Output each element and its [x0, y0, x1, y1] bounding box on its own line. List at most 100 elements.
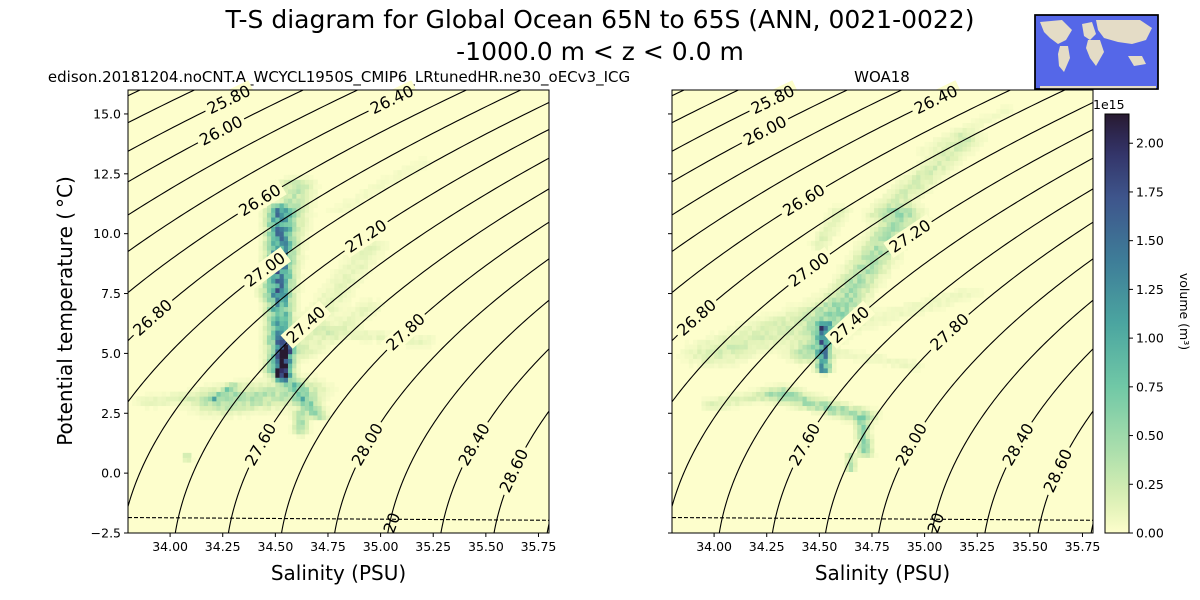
heatmap-cell	[321, 410, 327, 416]
heatmap-cell	[815, 391, 820, 397]
heatmap-cell	[823, 401, 829, 407]
heatmap-cell	[848, 254, 854, 260]
heatmap-cell	[714, 339, 719, 345]
heatmap-cell	[857, 325, 862, 331]
heatmap-cell	[848, 292, 854, 298]
heatmap-cell	[1008, 104, 1014, 110]
heatmap-cell	[730, 335, 736, 341]
heatmap-cell	[966, 151, 972, 157]
heatmap-cell	[924, 179, 930, 185]
heatmap-cell	[275, 273, 280, 279]
heatmap-cell	[853, 283, 858, 289]
heatmap-cell	[266, 377, 272, 383]
heatmap-cell	[869, 273, 875, 279]
heatmap-cell	[903, 306, 909, 312]
heatmap-cell	[777, 349, 782, 355]
heatmap-cell	[869, 424, 875, 430]
heatmap-cell	[296, 292, 301, 298]
heatmap-cell	[975, 137, 980, 143]
heatmap-cell	[325, 316, 331, 322]
heatmap-cell	[718, 401, 723, 407]
heatmap-cell	[865, 434, 871, 440]
heatmap-cell	[342, 198, 348, 204]
heatmap-cell	[899, 174, 904, 180]
heatmap-cell	[751, 339, 757, 345]
heatmap-cell	[911, 184, 917, 190]
heatmap-cell	[258, 405, 264, 411]
heatmap-cell	[920, 302, 925, 308]
heatmap-cell	[962, 122, 967, 128]
heatmap-cell	[701, 344, 706, 350]
heatmap-cell	[296, 207, 301, 213]
heatmap-cell	[735, 330, 740, 336]
heatmap-cell	[798, 339, 803, 345]
heatmap-cell	[781, 320, 786, 326]
heatmap-cell	[292, 292, 297, 298]
heatmap-cell	[836, 349, 841, 355]
heatmap-cell	[275, 212, 280, 218]
heatmap-cell	[262, 231, 268, 237]
heatmap-cell	[798, 353, 803, 359]
heatmap-cell	[275, 240, 280, 246]
heatmap-cell	[802, 335, 808, 341]
heatmap-cell	[275, 405, 280, 411]
heatmap-cell	[709, 339, 715, 345]
heatmap-cell	[878, 221, 883, 227]
heatmap-cell	[798, 302, 803, 308]
heatmap-cell	[899, 203, 904, 209]
x-tick-label: 34.00	[696, 539, 732, 554]
heatmap-cell	[380, 174, 386, 180]
heatmap-cell	[384, 330, 390, 336]
heatmap-cell	[709, 363, 715, 369]
heatmap-cell	[330, 391, 335, 397]
heatmap-cell	[325, 410, 331, 416]
heatmap-cell	[730, 405, 736, 411]
heatmap-cell	[1004, 113, 1010, 119]
heatmap-cell	[886, 207, 892, 213]
heatmap-cell	[798, 320, 803, 326]
heatmap-cell	[861, 236, 866, 242]
heatmap-cell	[810, 335, 816, 341]
y-tick-label: 15.0	[93, 106, 121, 121]
heatmap-cell	[802, 391, 808, 397]
heatmap-cell	[756, 386, 761, 392]
heatmap-cell	[334, 320, 339, 326]
heatmap-cell	[705, 339, 711, 345]
heatmap-cell	[292, 382, 297, 388]
heatmap-cell	[355, 259, 360, 265]
heatmap-cell	[313, 297, 318, 303]
heatmap-cell	[874, 415, 879, 421]
heatmap-cell	[199, 415, 205, 421]
heatmap-cell	[882, 358, 888, 364]
heatmap-cell	[823, 240, 829, 246]
heatmap-cell	[970, 151, 976, 157]
heatmap-cell	[781, 396, 786, 402]
heatmap-cell	[275, 231, 280, 237]
heatmap-cell	[886, 358, 892, 364]
heatmap-cell	[262, 250, 268, 256]
heatmap-cell	[279, 283, 285, 289]
heatmap-cell	[287, 344, 293, 350]
heatmap-cell	[941, 132, 946, 138]
heatmap-cell	[844, 467, 850, 473]
heatmap-cell	[292, 358, 297, 364]
heatmap-cell	[300, 207, 306, 213]
heatmap-cell	[722, 344, 728, 350]
heatmap-cell	[886, 198, 892, 204]
heatmap-cell	[287, 203, 293, 209]
heatmap-cell	[271, 226, 276, 232]
heatmap-cell	[747, 339, 753, 345]
heatmap-cell	[367, 188, 373, 194]
heatmap-cell	[933, 155, 938, 161]
heatmap-cell	[756, 316, 761, 322]
heatmap-cell	[831, 217, 837, 223]
heatmap-cell	[869, 278, 875, 284]
heatmap-cell	[321, 335, 327, 341]
heatmap-cell	[882, 254, 888, 260]
contour-label-bg	[924, 307, 975, 357]
heatmap-cell	[827, 297, 833, 303]
heatmap-cell	[949, 127, 955, 133]
heatmap-cell	[321, 401, 327, 407]
heatmap-cell	[359, 259, 365, 265]
heatmap-cell	[376, 184, 381, 190]
